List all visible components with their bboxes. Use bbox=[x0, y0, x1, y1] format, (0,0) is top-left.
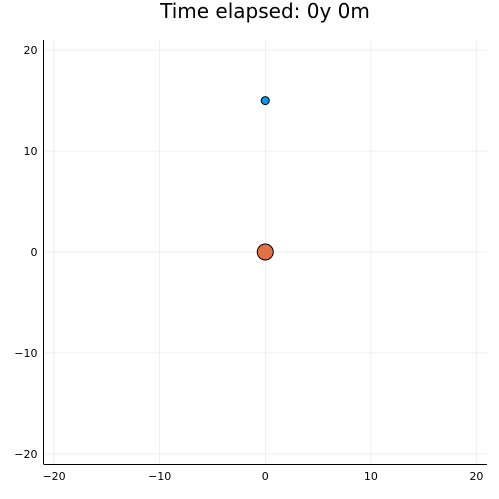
y-tick-label: −10 bbox=[14, 347, 37, 360]
y-tick-label: 20 bbox=[24, 44, 38, 57]
chart-title: Time elapsed: 0y 0m bbox=[159, 0, 370, 23]
y-tick-label: 0 bbox=[31, 246, 38, 259]
x-tick-label: 0 bbox=[262, 470, 269, 483]
x-tick-label: 10 bbox=[364, 470, 378, 483]
x-tick-label: −20 bbox=[42, 470, 65, 483]
y-tick-label: −20 bbox=[14, 448, 37, 461]
tick-labels: −20 −10 0 10 20 −20 −10 0 10 20 bbox=[14, 44, 483, 483]
data-point bbox=[256, 243, 274, 261]
y-tick-label: 10 bbox=[24, 145, 38, 158]
markers bbox=[256, 96, 274, 261]
grid bbox=[43, 40, 487, 464]
x-tick-label: −10 bbox=[148, 470, 171, 483]
x-tick-label: 20 bbox=[469, 470, 483, 483]
data-point bbox=[260, 96, 270, 106]
